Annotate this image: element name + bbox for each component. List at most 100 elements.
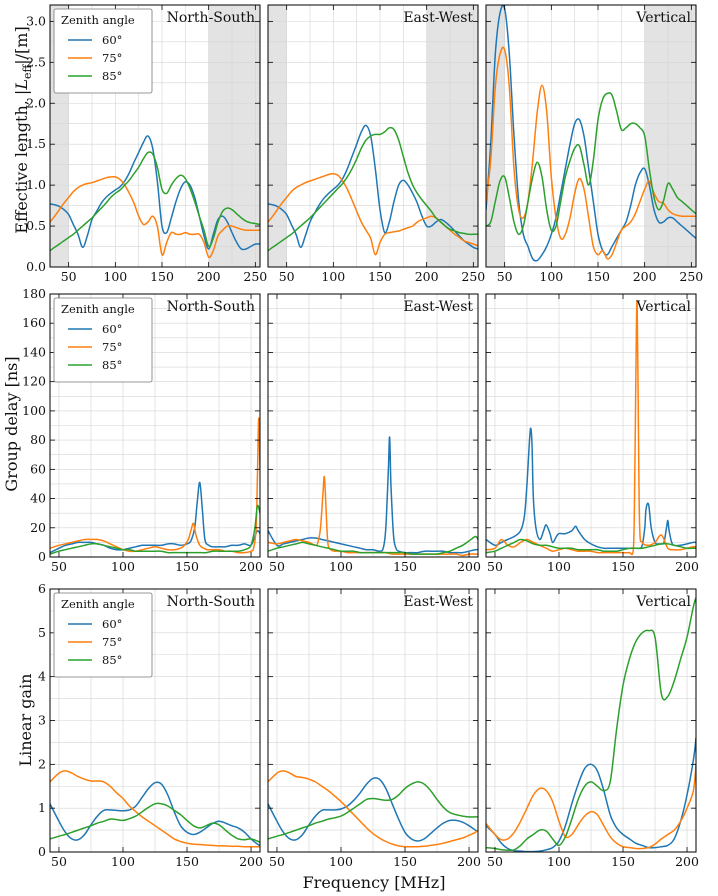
x-tick-label: 50 xyxy=(51,559,67,574)
y-tick-label: 1 xyxy=(38,800,46,815)
panel-delay-north-south: 50 100 150 200 0 20 40 60 80 100 120 140 160 180 North… xyxy=(22,286,263,574)
series-line-75 xyxy=(268,770,478,848)
panel-delay-vertical: 50 100 150 200 Vertical xyxy=(485,293,699,574)
x-tick-label: 200 xyxy=(239,854,263,869)
x-tick-label: 100 xyxy=(103,269,127,284)
y-tick-label: 6 xyxy=(38,581,46,596)
x-tick-label: 200 xyxy=(675,559,699,574)
legend-label-75: 75° xyxy=(102,340,122,354)
y-tick-label: 180 xyxy=(22,286,46,301)
ylabel-effective-length: Effective length, |Leff|/[m] xyxy=(12,26,34,233)
x-tick-label: 50 xyxy=(487,854,503,869)
panel-title-east-west: East-West xyxy=(403,10,473,26)
panel-title-vertical: Vertical xyxy=(635,299,691,315)
x-tick-label: 250 xyxy=(243,269,267,284)
y-tick-label: 60 xyxy=(30,461,46,476)
series-line-60 xyxy=(268,436,478,554)
y-tick-label: 20 xyxy=(30,520,46,535)
x-tick-label: 150 xyxy=(611,854,635,869)
panel-title-north-south: North-South xyxy=(167,594,255,610)
legend-label-85: 85° xyxy=(102,358,122,372)
x-tick-label: 100 xyxy=(111,559,135,574)
plot-frame xyxy=(49,293,261,558)
legend-label-75: 75° xyxy=(102,51,122,65)
panel-title-vertical: Vertical xyxy=(635,10,691,26)
series-line-75 xyxy=(486,46,696,260)
panel-delay-east-west: 50 100 150 200 East-West xyxy=(267,293,481,574)
legend: Zenith angle 60° 75° 85° xyxy=(53,592,153,678)
x-tick-label: 200 xyxy=(675,854,699,869)
x-tick-label: 200 xyxy=(633,269,657,284)
x-tick-label: 100 xyxy=(111,854,135,869)
x-tick-label: 150 xyxy=(393,559,417,574)
plot-frame xyxy=(485,293,697,558)
plot-frame xyxy=(267,293,479,558)
series-line-75 xyxy=(50,175,260,259)
series-line-60 xyxy=(486,427,696,550)
y-tick-label: 80 xyxy=(30,432,46,447)
series-line-60 xyxy=(50,781,260,847)
series-line-85 xyxy=(50,151,260,252)
series-line-85 xyxy=(268,126,478,252)
legend-box xyxy=(53,592,153,678)
y-tick-label: 2.5 xyxy=(26,54,46,69)
x-tick-label: 50 xyxy=(61,269,77,284)
legend: Zenith angle 60° 75° 85° xyxy=(53,297,153,383)
legend-title: Zenith angle xyxy=(61,13,135,27)
series-line-75 xyxy=(486,763,696,850)
y-tick-label: 1.0 xyxy=(26,177,46,192)
series-line-85 xyxy=(50,504,260,555)
series-line-60 xyxy=(268,777,478,842)
legend-label-75: 75° xyxy=(102,635,122,649)
x-tick-label: 150 xyxy=(586,269,610,284)
x-tick-label: 150 xyxy=(150,269,174,284)
panel-length-east-west: 50 100 150 200 250 East-West xyxy=(267,4,485,284)
x-tick-label: 100 xyxy=(547,854,571,869)
x-tick-label: 100 xyxy=(539,269,563,284)
y-tick-label: 5 xyxy=(38,625,46,640)
legend-label-60: 60° xyxy=(102,33,122,47)
y-tick-label: 2.0 xyxy=(26,95,46,110)
x-tick-label: 200 xyxy=(197,269,221,284)
y-tick-label: 40 xyxy=(30,491,46,506)
y-tick-label: 120 xyxy=(22,374,46,389)
y-tick-label: 0.0 xyxy=(26,259,46,274)
plot-frame xyxy=(267,4,479,268)
x-tick-label: 200 xyxy=(457,854,481,869)
series-line-75 xyxy=(486,300,696,556)
y-tick-label: 3 xyxy=(38,713,46,728)
x-tick-label: 100 xyxy=(329,854,353,869)
x-tick-label: 50 xyxy=(269,854,285,869)
shaded-band-1 xyxy=(644,5,696,267)
y-tick-label: 140 xyxy=(22,344,46,359)
y-tick-label: 0.5 xyxy=(26,218,46,233)
x-tick-label: 250 xyxy=(461,269,485,284)
series-line-85 xyxy=(486,597,696,852)
series-line-85 xyxy=(268,781,478,840)
plot-frame xyxy=(49,4,261,268)
legend: Zenith angle 60° 75° 85° xyxy=(53,8,153,94)
y-tick-label: 1.5 xyxy=(26,136,46,151)
y-tick-label: 0 xyxy=(38,844,46,859)
x-tick-label: 150 xyxy=(175,854,199,869)
legend-label-85: 85° xyxy=(102,69,122,83)
x-tick-label: 250 xyxy=(679,269,703,284)
y-tick-label: 0 xyxy=(38,549,46,564)
panel-title-vertical: Vertical xyxy=(635,594,691,610)
legend-box xyxy=(53,8,153,94)
legend-box xyxy=(53,297,153,383)
y-tick-label: 3.0 xyxy=(26,13,46,28)
series-line-60 xyxy=(50,481,260,554)
ylabel-linear-gain: Linear gain xyxy=(16,674,35,767)
x-tick-label: 100 xyxy=(321,269,345,284)
series-line-85 xyxy=(486,538,696,554)
series-line-85 xyxy=(50,802,260,844)
ylabel-group-delay: Group delay [ns] xyxy=(2,356,21,491)
panel-length-vertical: 50 100 150 200 250 Vertical xyxy=(485,4,703,284)
x-tick-label: 50 xyxy=(51,854,67,869)
panel-title-east-west: East-West xyxy=(403,299,473,315)
shaded-band-0 xyxy=(268,5,287,267)
y-tick-label: 2 xyxy=(38,756,46,771)
x-tick-label: 50 xyxy=(497,269,513,284)
x-tick-label: 100 xyxy=(547,559,571,574)
